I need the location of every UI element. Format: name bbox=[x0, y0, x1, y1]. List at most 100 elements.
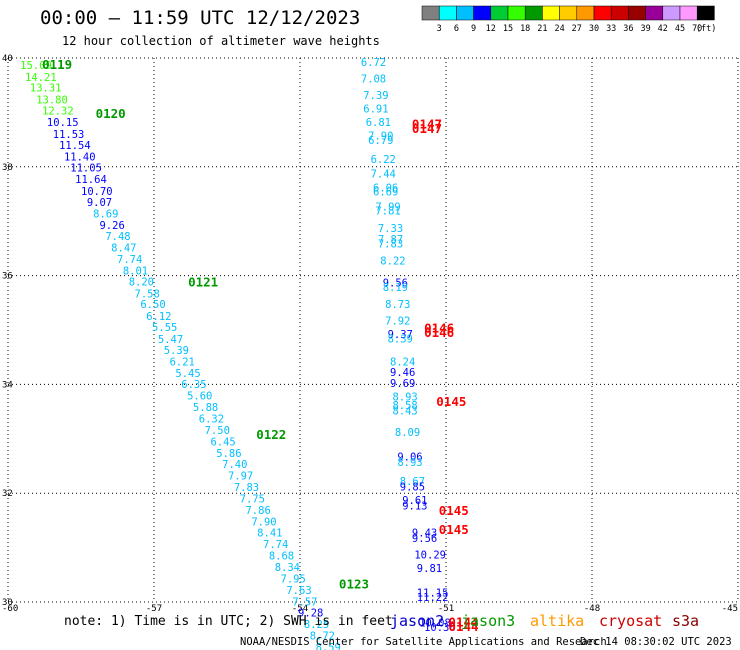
swh-value: 9.28 bbox=[298, 608, 323, 620]
scale-label-5: 18 bbox=[520, 24, 530, 34]
scale-swatch-6 bbox=[524, 5, 543, 21]
swh-value: 8.93 bbox=[392, 392, 417, 404]
track-label: 0122 bbox=[256, 427, 286, 442]
wave-height-values: 15.0914.2113.3113.8012.3210.1511.5311.54… bbox=[20, 57, 456, 650]
scale-swatch-13 bbox=[645, 5, 664, 21]
track-label: 0121 bbox=[188, 274, 218, 289]
swh-value: 5.55 bbox=[152, 322, 177, 334]
scale-label-1: 6 bbox=[454, 24, 459, 34]
scale-swatch-15 bbox=[679, 5, 698, 21]
x-tick-label-4: -48 bbox=[584, 604, 600, 614]
swh-value: 7.48 bbox=[105, 231, 130, 243]
swh-value: 8.72 bbox=[310, 631, 335, 643]
swh-value: 10.08 bbox=[419, 617, 451, 629]
legend-jason3: jason3 bbox=[461, 612, 515, 630]
track-label: 0147 bbox=[412, 117, 442, 132]
swh-value: 7.40 bbox=[222, 459, 247, 471]
swh-value: 7.97 bbox=[228, 471, 253, 483]
swh-value: 5.88 bbox=[193, 402, 218, 414]
swh-value: 8.41 bbox=[257, 528, 282, 540]
swh-value: 6.45 bbox=[210, 436, 235, 448]
scale-label-13: 42 bbox=[658, 24, 668, 34]
y-tick-label-4: 38 bbox=[2, 163, 13, 173]
scale-label-14: 45 bbox=[675, 24, 685, 34]
scale-swatch-8 bbox=[559, 5, 578, 21]
color-scale: 3 6 9 12 15 18 21 24 27 30 33 36 39 42 45 70(ft) bbox=[421, 5, 716, 34]
track-label: 0145 bbox=[436, 394, 466, 409]
track-label: 0146 bbox=[424, 321, 454, 336]
y-tick-label-3: 36 bbox=[2, 272, 13, 282]
y-tick-label-2: 34 bbox=[2, 380, 13, 390]
swh-value: 8.69 bbox=[93, 208, 118, 220]
swh-value: 7.95 bbox=[281, 573, 306, 585]
swh-value: 7.08 bbox=[361, 73, 386, 85]
swh-value: 7.44 bbox=[371, 169, 396, 181]
track-label: 0144 bbox=[448, 614, 478, 629]
swh-value: 9.26 bbox=[99, 220, 124, 232]
swh-value: 8.39 bbox=[388, 334, 413, 346]
track-label: 0145 bbox=[439, 503, 469, 518]
scale-label-4: 15 bbox=[503, 24, 513, 34]
scale-label-11: 36 bbox=[623, 24, 633, 34]
swh-value: 8.34 bbox=[275, 562, 300, 574]
swh-value: 9.13 bbox=[402, 501, 427, 513]
scale-swatch-9 bbox=[576, 5, 595, 21]
swh-value: 5.45 bbox=[175, 368, 200, 380]
scale-unit: (ft) bbox=[696, 24, 716, 34]
scale-label-9: 30 bbox=[589, 24, 599, 34]
swh-value: 9.46 bbox=[390, 367, 415, 379]
swh-value: 6.21 bbox=[170, 356, 195, 368]
y-tick-label-5: 40 bbox=[2, 54, 13, 64]
swh-value: 13.31 bbox=[30, 83, 62, 95]
swh-value: 8.25 bbox=[304, 619, 329, 631]
swh-value: 12.32 bbox=[42, 106, 74, 118]
footer-credit: NOAA/NESDIS Center for Satellite Applica… bbox=[240, 636, 607, 648]
track-label: 0119 bbox=[42, 57, 72, 72]
swh-value: 8.01 bbox=[123, 266, 148, 278]
scale-label-8: 27 bbox=[572, 24, 582, 34]
swh-value: 9.81 bbox=[417, 563, 442, 575]
swh-value: 8.67 bbox=[400, 476, 425, 488]
scale-label-12: 39 bbox=[640, 24, 650, 34]
scale-swatch-4 bbox=[490, 5, 509, 21]
swh-value: 15.09 bbox=[20, 60, 52, 72]
chart-subtitle: 12 hour collection of altimeter wave hei… bbox=[62, 34, 380, 48]
swh-value: 8.73 bbox=[385, 299, 410, 311]
swh-value: 11.54 bbox=[59, 140, 91, 152]
swh-value: 7.86 bbox=[245, 505, 270, 517]
swh-value: 6.35 bbox=[181, 379, 206, 391]
swh-value: 9.61 bbox=[402, 495, 427, 507]
legend-jason2: jason2 bbox=[390, 612, 444, 630]
swh-value: 7.33 bbox=[378, 223, 403, 235]
swh-value: 9.85 bbox=[400, 481, 425, 493]
swh-value: 7.63 bbox=[286, 585, 311, 597]
swh-value: 6.81 bbox=[366, 117, 391, 129]
swh-value: 6.72 bbox=[361, 57, 386, 69]
swh-value: 8.68 bbox=[269, 551, 294, 563]
swh-value: 9.37 bbox=[388, 329, 413, 341]
swh-value: 5.39 bbox=[164, 345, 189, 357]
scale-swatch-2 bbox=[456, 5, 474, 21]
track-label: 0123 bbox=[339, 576, 369, 591]
scale-swatch-10 bbox=[593, 5, 612, 21]
swh-value: 5.47 bbox=[158, 334, 183, 346]
swh-value: 9.07 bbox=[87, 197, 112, 209]
swh-value: 10.29 bbox=[414, 549, 446, 561]
swh-value: 13.80 bbox=[36, 95, 68, 107]
footer-timestamp: Dec 14 08:30:02 UTC 2023 bbox=[580, 636, 732, 648]
swh-value: 7.50 bbox=[205, 425, 230, 437]
swh-value: 6.91 bbox=[363, 103, 388, 115]
y-tick-label-0: 30 bbox=[2, 598, 13, 608]
swh-value: 7.90 bbox=[368, 131, 393, 143]
track-label: 0145 bbox=[439, 522, 469, 537]
swh-value: 8.09 bbox=[395, 427, 420, 439]
legend-cryosat: cryosat bbox=[599, 612, 662, 630]
swh-value: 6.50 bbox=[140, 299, 165, 311]
swh-value: 7.99 bbox=[375, 201, 400, 213]
scale-swatch-14 bbox=[662, 5, 681, 21]
scale-swatch-7 bbox=[542, 5, 560, 21]
swh-value: 8.59 bbox=[316, 642, 341, 650]
swh-value: 5.60 bbox=[187, 391, 212, 403]
